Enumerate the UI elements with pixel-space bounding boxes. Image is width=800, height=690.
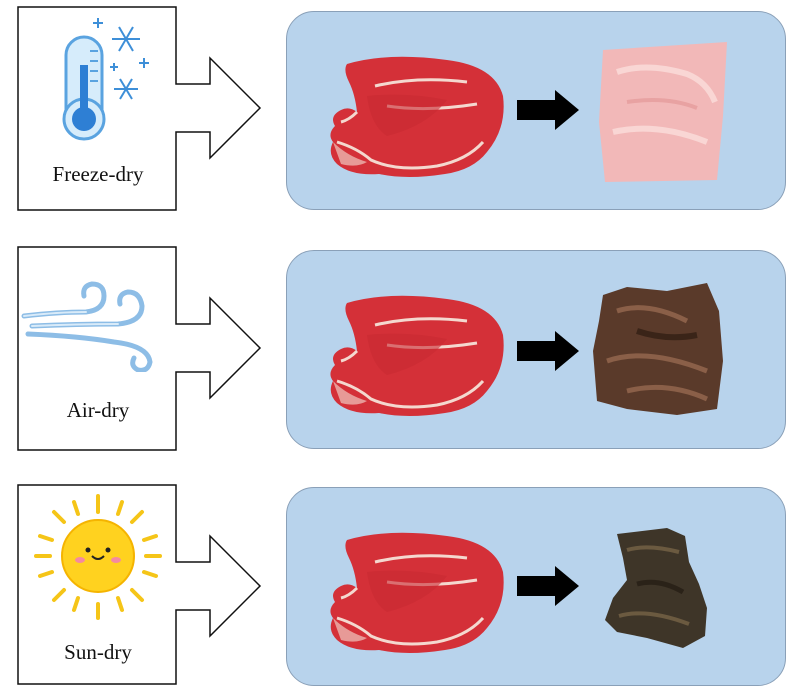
thermometer-snowflake-icon (18, 15, 176, 165)
method-label-freeze-dry: Freeze-dry (52, 162, 144, 186)
air-dry-process-panel (286, 250, 786, 449)
raw-steak-image (328, 55, 506, 179)
process-arrow-icon (517, 566, 579, 606)
raw-steak-image (328, 294, 506, 418)
sun-dried-meat-image (605, 528, 707, 648)
method-label-sun-dry: Sun-dry (64, 640, 132, 664)
wind-icon (18, 272, 176, 422)
air-dried-meat-image (593, 283, 723, 415)
sun-icon (18, 492, 176, 642)
process-arrow-icon (517, 331, 579, 371)
raw-steak-image (328, 531, 506, 655)
method-label-air-dry: Air-dry (66, 398, 130, 422)
freeze-dry-process-panel (286, 11, 786, 210)
sun-dry-process-panel (286, 487, 786, 686)
process-arrow-icon (517, 90, 579, 130)
freeze-dried-meat-image (599, 42, 727, 182)
